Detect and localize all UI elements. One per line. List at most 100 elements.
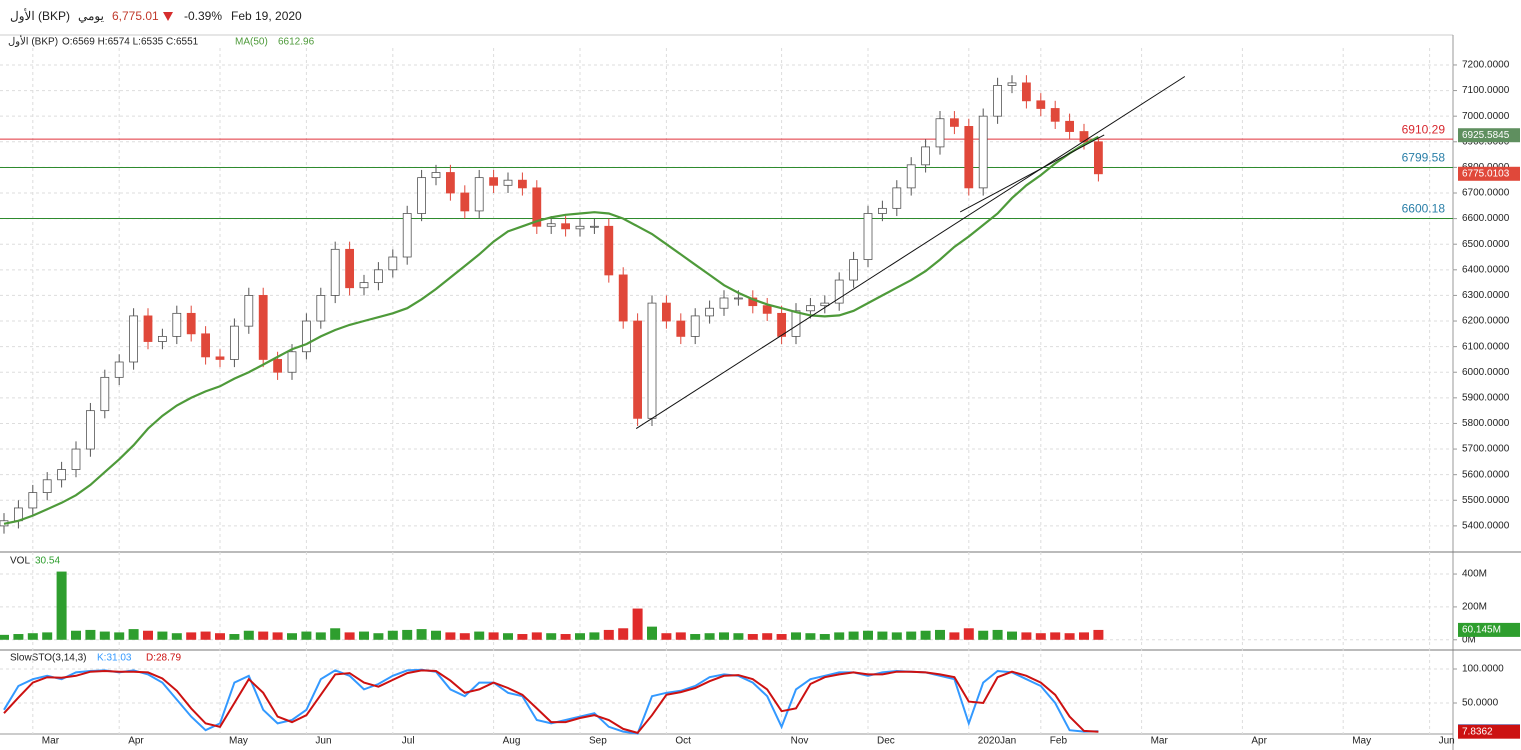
candle-body [229, 325, 239, 360]
volume-bar [143, 630, 153, 640]
volume-bar [1007, 631, 1017, 640]
candle-body [1050, 108, 1060, 122]
volume-bar [13, 634, 24, 640]
candle-body [460, 192, 470, 212]
volume-bar [503, 633, 513, 640]
candle-body [402, 213, 412, 258]
volume-bar [762, 633, 773, 640]
candle-body [503, 179, 513, 186]
volume-bar [85, 629, 96, 640]
volume-bar [200, 631, 211, 640]
volume-bar [315, 632, 326, 640]
candle-body [345, 248, 355, 289]
candle-body [330, 248, 340, 296]
volume-bar [963, 628, 974, 640]
price-tag [1458, 622, 1520, 637]
candle-body [258, 295, 268, 360]
x-tick-label: 2020Jan [978, 736, 1016, 747]
volume-bar [114, 632, 125, 640]
ma-value: 6612.96 [278, 37, 315, 48]
candle-body [719, 297, 729, 309]
x-tick-label: Dec [877, 736, 895, 747]
y-tick-label: 5900.0000 [1462, 392, 1510, 403]
volume-bar [647, 626, 657, 640]
candle-body [417, 177, 427, 214]
candle-body [993, 85, 1002, 117]
volume-bar [215, 633, 225, 640]
candle-body [42, 479, 52, 493]
trend-line [635, 76, 1186, 430]
x-tick-label: Apr [1251, 736, 1267, 747]
volume-bar [992, 629, 1003, 640]
candle-body [618, 274, 628, 322]
x-tick-label: Feb [1050, 736, 1068, 747]
volume-bar [747, 634, 758, 640]
x-tick-label: Sep [589, 736, 607, 747]
candle-body [762, 305, 772, 314]
candle-body [172, 312, 182, 337]
y-tick-label: 5500.0000 [1462, 495, 1510, 506]
candle-body [1007, 82, 1017, 86]
change: -0.39% [184, 9, 222, 23]
candle-body [186, 312, 196, 335]
interval: يومي [78, 9, 104, 23]
date: Feb 19, 2020 [231, 9, 302, 23]
candle-body [86, 410, 95, 450]
y-tick-label: 6000.0000 [1462, 367, 1510, 378]
volume-bar [402, 629, 413, 640]
candle-body [791, 310, 801, 337]
level-label: 6799.58 [1402, 151, 1446, 165]
volume-bar [301, 631, 312, 640]
volume-bar [488, 632, 499, 640]
candle-body [690, 315, 700, 337]
x-tick-label: Jun [1439, 736, 1455, 747]
x-tick-label: Mar [42, 736, 60, 747]
volume-bar [359, 631, 369, 640]
sto-title: SlowSTO(3,14,3) [10, 653, 87, 664]
down-arrow [163, 12, 173, 21]
volume-bar [575, 633, 585, 640]
candle-body [287, 351, 297, 373]
price-tag-label: 6775.0103 [1462, 168, 1510, 179]
candle-body [633, 320, 642, 419]
candle-body [431, 172, 441, 179]
y-tick-label: 6100.0000 [1462, 341, 1510, 352]
candle-body [734, 297, 743, 300]
volume-bar [603, 629, 614, 640]
candle-body [561, 223, 570, 230]
volume-bar [1093, 629, 1104, 640]
volume-bar [171, 633, 182, 640]
candle-body [1079, 131, 1089, 143]
candle-body [777, 312, 786, 337]
candle-body [662, 302, 671, 322]
volume-bar [819, 634, 830, 640]
candle-body [575, 225, 585, 230]
volume-bar [618, 628, 629, 640]
y-tick-label: 5600.0000 [1462, 469, 1510, 480]
candle-body [878, 207, 887, 214]
volume-bar [891, 632, 902, 640]
candle-body [892, 187, 902, 209]
candle-body [1036, 100, 1046, 109]
candle-body [244, 295, 254, 327]
volume-bar [1035, 633, 1046, 640]
candle-body [201, 333, 211, 358]
volume-bar [560, 634, 571, 640]
ohlc: O:6569 H:6574 L:6535 C:6551 [62, 37, 199, 48]
volume-bar [920, 630, 931, 640]
volume-bar [690, 634, 701, 640]
candle-body [143, 315, 153, 342]
candle-body [474, 177, 484, 212]
x-tick-label: May [229, 736, 248, 747]
volume-bar [128, 629, 139, 640]
volume-bar [1050, 632, 1061, 640]
volume-bar [1021, 632, 1032, 640]
volume-bar [949, 632, 960, 640]
x-tick-label: Jun [315, 736, 331, 747]
volume-bar [387, 630, 398, 640]
label-layer: Mar Apr May Jun Jul Aug Sep Oct Nov Dec 2020Jan Feb… [42, 60, 1520, 747]
x-tick-label: May [1352, 736, 1371, 747]
candle-body [546, 223, 556, 227]
